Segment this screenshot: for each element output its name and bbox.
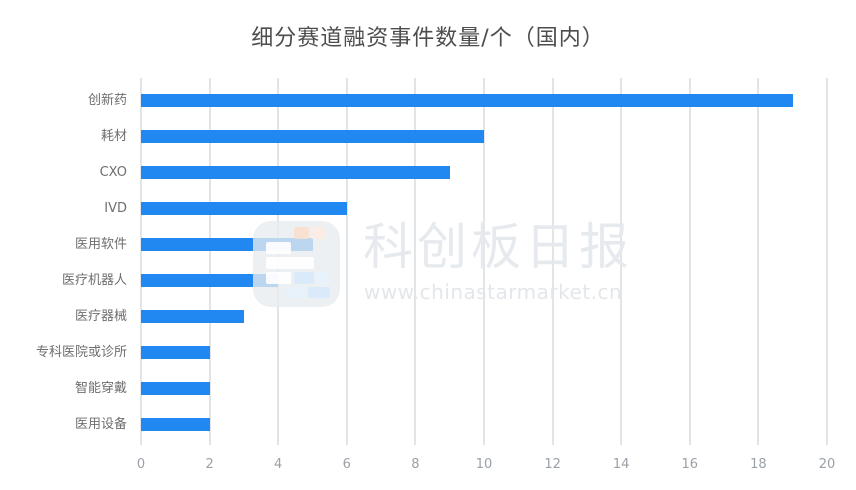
gridline xyxy=(208,78,211,445)
category-label: 医疗机器人 xyxy=(61,272,127,288)
logo-pixel-block xyxy=(316,272,330,284)
category-label: 耗材 xyxy=(100,128,127,144)
category-label: 智能穿戴 xyxy=(74,380,127,396)
x-tick-label: 6 xyxy=(342,457,351,472)
logo-pixel-block xyxy=(286,287,306,298)
gridline xyxy=(620,78,623,445)
logo-pixel-block xyxy=(294,272,314,284)
category-label: 专科医院或诊所 xyxy=(35,344,127,360)
category-label: CXO xyxy=(99,164,127,180)
bar-耗材 xyxy=(141,130,484,143)
bar-CXO xyxy=(141,166,450,179)
gridline xyxy=(414,78,417,445)
watermark-brand-text: 科创板日报 xyxy=(363,218,633,276)
bar-医疗器械 xyxy=(141,310,244,323)
chart-title: 细分赛道融资事件数量/个（国内） xyxy=(251,26,605,51)
star-market-logo-icon xyxy=(253,221,340,307)
bar-IVD xyxy=(141,202,347,215)
category-label: 医用软件 xyxy=(74,236,127,252)
gridline xyxy=(757,78,760,445)
bar-医疗机器人 xyxy=(141,274,279,287)
x-tick-label: 12 xyxy=(544,457,561,472)
category-label: IVD xyxy=(104,200,127,216)
bar-医用设备 xyxy=(141,418,210,431)
x-tick-label: 20 xyxy=(818,457,836,472)
logo-pixel-block xyxy=(266,257,314,269)
gridline xyxy=(826,78,828,445)
gridline xyxy=(140,78,142,445)
gridline xyxy=(345,78,348,445)
logo-pixel-block xyxy=(308,287,330,298)
x-tick-label: 18 xyxy=(750,457,767,472)
bar-专科医院或诊所 xyxy=(141,346,210,359)
bar-创新药 xyxy=(141,94,793,107)
watermark-url-text: www.chinastarmarket.cn xyxy=(364,280,623,304)
x-tick-label: 16 xyxy=(681,457,699,472)
x-tick-label: 2 xyxy=(205,457,214,472)
x-tick-label: 4 xyxy=(274,457,283,472)
gridline xyxy=(551,78,554,445)
x-tick-label: 8 xyxy=(411,457,420,472)
bar-医用软件 xyxy=(141,238,313,251)
x-tick-label: 0 xyxy=(136,457,146,472)
gridline xyxy=(688,78,691,445)
bar-智能穿戴 xyxy=(141,382,210,395)
category-label: 创新药 xyxy=(87,92,127,108)
x-tick-label: 14 xyxy=(612,457,630,472)
category-label: 医疗器械 xyxy=(74,308,127,324)
x-tick-label: 10 xyxy=(475,457,493,472)
gridline xyxy=(483,78,485,445)
logo-pixel-block xyxy=(311,227,326,239)
category-label: 医用设备 xyxy=(74,416,127,432)
